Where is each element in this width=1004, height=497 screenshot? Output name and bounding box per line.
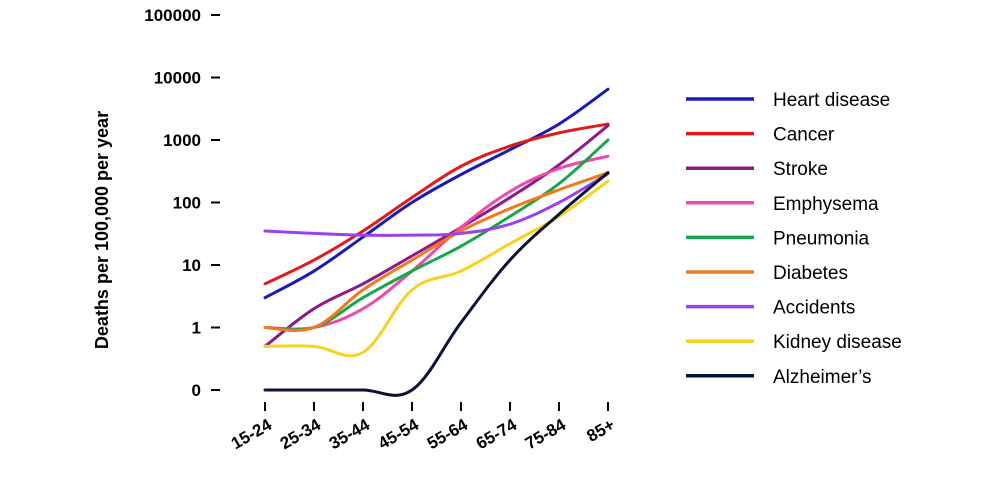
legend-label: Accidents	[773, 298, 855, 319]
y-tick-label: 0	[192, 381, 201, 400]
y-tick-label: 1000	[163, 131, 201, 150]
x-tick-label: 35-44	[326, 415, 374, 453]
x-tick-label: 65-74	[473, 415, 521, 453]
y-tick-label: 10	[182, 256, 201, 275]
legend: Heart disease Cancer Stroke Emphysema Pneumo…	[686, 90, 902, 388]
y-tick-label: 100	[173, 194, 201, 213]
y-tick-label: 100000	[144, 6, 201, 25]
series-line-stroke	[263, 124, 610, 348]
legend-label: Cancer	[773, 125, 835, 146]
x-axis: 15-24 25-34 35-44 45-54 55-64 65-74 75-84 85+	[228, 402, 618, 453]
x-tick-label: 85+	[584, 415, 619, 446]
x-tick-label: 25-34	[277, 415, 325, 453]
legend-label: Diabetes	[773, 263, 848, 284]
legend-label: Stroke	[773, 159, 828, 180]
y-axis-label: Deaths per 100,000 per year	[92, 111, 112, 349]
series-line-alzheimer-s	[263, 171, 610, 397]
legend-label: Alzheimer’s	[773, 367, 872, 388]
x-tick-label: 15-24	[228, 415, 276, 453]
x-tick-label: 55-64	[424, 415, 472, 453]
legend-label: Emphysema	[773, 194, 879, 215]
series-line-diabetes	[263, 171, 610, 332]
series-line-heart-disease	[263, 87, 610, 300]
series-line-cancer	[263, 122, 610, 286]
legend-label: Heart disease	[773, 90, 890, 111]
legend-label: Pneumonia	[773, 228, 870, 249]
x-tick-label: 75-84	[522, 415, 570, 453]
x-tick-label: 45-54	[375, 415, 423, 453]
legend-label: Kidney disease	[773, 332, 902, 353]
series-layer	[263, 87, 610, 397]
y-tick-label: 1	[192, 319, 201, 338]
series-line-accidents	[263, 172, 610, 237]
y-tick-label: 10000	[154, 69, 201, 88]
y-axis: 0 1 10 100 1000 10000 100000	[144, 6, 220, 400]
